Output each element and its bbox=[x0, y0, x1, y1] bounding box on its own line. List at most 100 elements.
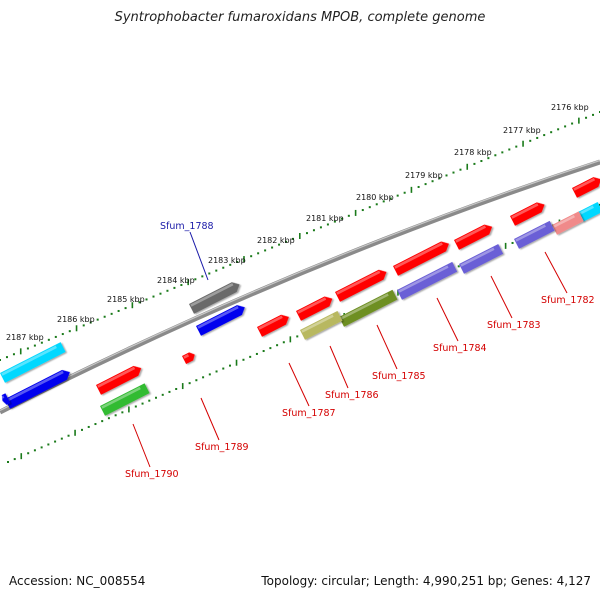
tick-mark bbox=[159, 292, 162, 295]
tick-mark bbox=[515, 145, 518, 148]
gene-shine bbox=[301, 314, 334, 333]
tick-mark bbox=[47, 338, 50, 341]
gene-shine bbox=[340, 293, 389, 320]
tick-mark bbox=[242, 358, 245, 361]
gene-feature bbox=[5, 369, 70, 409]
tick-mark bbox=[501, 151, 504, 154]
gene-shine bbox=[553, 214, 575, 228]
tick-mark bbox=[289, 336, 292, 343]
gene-shine bbox=[197, 306, 239, 329]
gene-shine bbox=[394, 242, 443, 269]
tick-mark bbox=[445, 174, 448, 177]
tick-mark bbox=[361, 209, 364, 212]
tick-mark bbox=[141, 402, 144, 405]
gene-shape bbox=[300, 310, 343, 340]
tick-mark bbox=[103, 315, 106, 318]
tick-mark bbox=[82, 324, 85, 327]
leader-line bbox=[436, 297, 459, 342]
tick-mark bbox=[181, 383, 184, 390]
tick-mark bbox=[354, 209, 357, 216]
outer-tick-track bbox=[0, 111, 600, 361]
gene-shine bbox=[1, 345, 57, 376]
tick-mark bbox=[536, 136, 539, 139]
tick-mark bbox=[333, 220, 336, 223]
gene-features bbox=[0, 177, 600, 416]
gene-feature bbox=[454, 224, 493, 250]
tick-mark bbox=[166, 289, 169, 292]
tick-mark bbox=[235, 359, 238, 366]
tick-mark bbox=[61, 333, 64, 336]
tick-mark bbox=[396, 194, 399, 197]
gene-feature bbox=[572, 177, 600, 198]
kbp-label: 2181 kbp bbox=[306, 214, 344, 223]
kbp-label: 2182 kbp bbox=[257, 236, 295, 245]
tick-mark bbox=[33, 344, 36, 347]
gene-shape bbox=[296, 296, 333, 321]
tick-mark bbox=[480, 160, 483, 163]
gene-shape bbox=[189, 282, 240, 314]
tick-mark bbox=[431, 180, 434, 183]
gene-shape bbox=[1, 393, 11, 405]
tick-mark bbox=[161, 393, 164, 396]
gene-shine bbox=[97, 366, 136, 388]
tick-mark bbox=[262, 350, 265, 353]
tick-mark bbox=[592, 113, 595, 116]
tick-mark bbox=[87, 425, 90, 428]
gene-shape bbox=[514, 220, 555, 249]
tick-mark bbox=[305, 232, 308, 235]
gene-labels: Sfum_1782 Sfum_1783 Sfum_1784 Sfum_1785 Sfum… bbox=[125, 221, 595, 480]
genome-stats-text: Topology: circular; Length: 4,990,251 bp… bbox=[261, 574, 591, 588]
gene-feature bbox=[578, 202, 600, 222]
kbp-label: 2185 kbp bbox=[107, 295, 145, 304]
tick-mark bbox=[550, 131, 553, 134]
gene-label: Sfum_1787 bbox=[282, 408, 336, 419]
tick-mark bbox=[110, 312, 113, 315]
kbp-label: 2183 kbp bbox=[208, 256, 246, 265]
gene-shape bbox=[196, 305, 245, 336]
leader-line bbox=[132, 423, 151, 468]
gene-shine bbox=[297, 297, 327, 314]
gene-feature bbox=[1, 393, 11, 405]
tick-mark bbox=[466, 163, 469, 170]
tick-mark bbox=[397, 289, 399, 296]
kbp-label: 2177 kbp bbox=[503, 126, 541, 135]
tick-mark bbox=[26, 347, 29, 350]
gene-shine bbox=[101, 386, 141, 409]
tick-mark bbox=[382, 200, 385, 203]
tick-mark bbox=[47, 443, 50, 446]
tick-mark bbox=[148, 399, 151, 402]
tick-mark bbox=[278, 243, 281, 246]
tick-mark bbox=[187, 279, 189, 286]
tick-mark bbox=[60, 437, 63, 440]
tick-mark bbox=[145, 298, 148, 301]
tick-mark bbox=[188, 382, 191, 385]
kbp-label: 2187 kbp bbox=[6, 333, 44, 342]
gene-label: Sfum_1786 bbox=[325, 390, 379, 401]
gene-feature bbox=[397, 261, 458, 300]
gene-shape bbox=[510, 202, 545, 226]
gene-shine bbox=[183, 354, 189, 359]
tick-mark bbox=[208, 272, 211, 275]
gene-shine bbox=[455, 225, 486, 243]
tick-mark bbox=[13, 458, 16, 461]
tick-mark bbox=[543, 134, 546, 137]
tick-mark bbox=[243, 256, 245, 263]
tick-mark bbox=[124, 307, 127, 310]
tick-mark bbox=[319, 226, 322, 229]
gene-shape bbox=[100, 383, 150, 416]
tick-mark bbox=[121, 411, 124, 414]
gene-shine bbox=[258, 315, 283, 330]
genome-backbone bbox=[0, 159, 600, 415]
tick-mark bbox=[7, 461, 9, 463]
tick-mark bbox=[250, 255, 253, 258]
gene-feature bbox=[339, 289, 398, 327]
gene-label: Sfum_1790 bbox=[125, 469, 179, 480]
gene-feature bbox=[510, 202, 545, 226]
tick-mark bbox=[564, 125, 567, 128]
tick-mark bbox=[152, 295, 155, 298]
tick-mark bbox=[33, 449, 36, 452]
tick-mark bbox=[417, 185, 420, 188]
gene-shape bbox=[572, 177, 600, 198]
label-leader-lines bbox=[132, 231, 568, 468]
